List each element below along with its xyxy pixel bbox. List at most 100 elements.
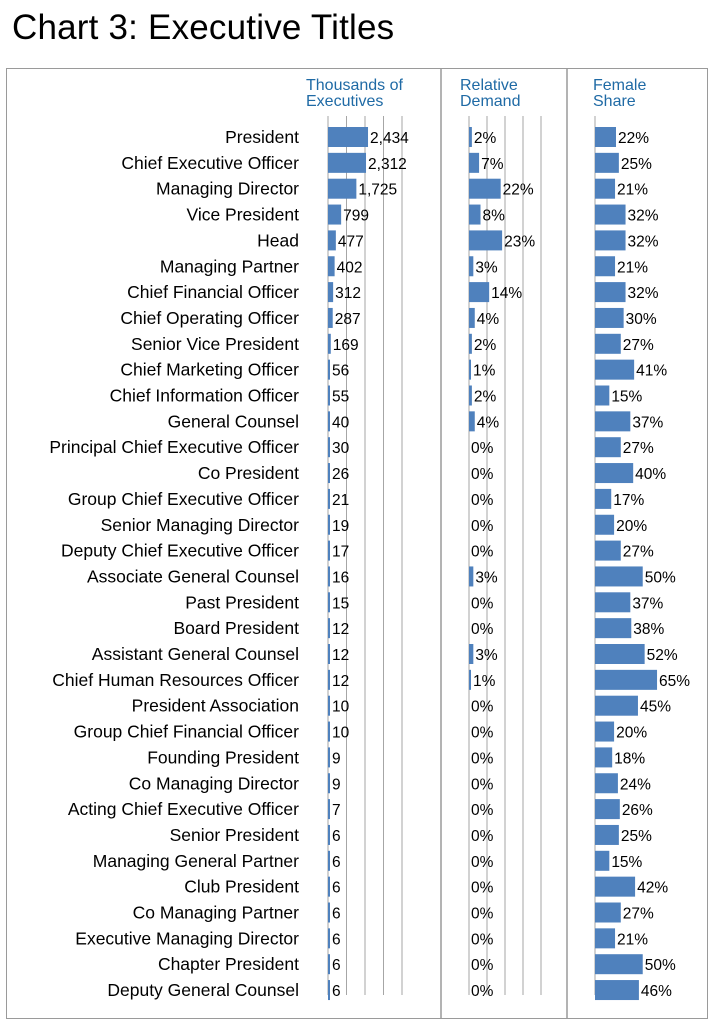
bar-1 [328, 618, 330, 639]
bar-1 [328, 307, 333, 328]
category-label: Group Chief Financial Officer [74, 722, 300, 742]
data-label-2: 0% [471, 828, 494, 845]
data-label-3: 46% [641, 983, 672, 1000]
category-label: President Association [132, 696, 299, 716]
data-label-3: 27% [623, 544, 654, 561]
data-label-1: 56 [332, 363, 349, 380]
bar-1 [328, 359, 330, 380]
data-label-3: 65% [659, 673, 690, 690]
bar-1 [328, 954, 330, 975]
category-label: General Counsel [168, 411, 299, 431]
bar-1 [328, 592, 330, 613]
category-label: Co President [198, 463, 299, 483]
data-label-1: 402 [337, 259, 363, 276]
bar-2 [469, 333, 472, 354]
bar-1 [328, 773, 330, 794]
category-label: Associate General Counsel [87, 566, 299, 586]
bar-1 [328, 566, 330, 587]
data-label-2: 0% [471, 440, 494, 457]
bar-1 [328, 127, 369, 147]
data-label-3: 27% [623, 906, 654, 923]
panel-header-3: Share [593, 93, 636, 110]
data-label-1: 12 [332, 647, 349, 664]
bar-3 [595, 514, 615, 535]
bar-2 [469, 178, 501, 199]
category-label: Chief Executive Officer [121, 153, 299, 173]
data-label-3: 18% [614, 750, 645, 767]
category-label: Managing Director [156, 179, 299, 199]
bar-2 [469, 230, 503, 251]
data-label-2: 0% [471, 621, 494, 638]
data-label-1: 6 [332, 931, 341, 948]
data-label-2: 0% [471, 595, 494, 612]
data-label-2: 1% [473, 363, 496, 380]
data-label-3: 20% [616, 518, 647, 535]
bar-2 [469, 152, 480, 173]
bar-3 [595, 411, 631, 432]
data-label-3: 22% [618, 130, 649, 147]
data-label-3: 37% [632, 414, 663, 431]
bar-2 [469, 282, 490, 303]
data-label-3: 15% [611, 389, 642, 406]
bar-3 [595, 178, 616, 199]
bar-1 [328, 178, 357, 199]
data-label-2: 8% [483, 208, 506, 225]
bar-3 [595, 385, 610, 406]
bar-1 [328, 928, 330, 949]
data-label-3: 50% [645, 569, 676, 586]
category-label: Managing General Partner [93, 851, 299, 871]
bar-3 [595, 127, 616, 147]
data-label-2: 0% [471, 957, 494, 974]
data-label-2: 0% [471, 492, 494, 509]
category-label: Chief Operating Officer [120, 308, 299, 328]
panel-header-2: Relative [460, 77, 518, 94]
bar-3 [595, 566, 643, 587]
bar-1 [328, 411, 330, 432]
bar-1 [328, 333, 331, 354]
bar-3 [595, 876, 636, 897]
bar-1 [328, 256, 335, 277]
chart-title: Chart 3: Executive Titles [12, 8, 395, 47]
bar-3 [595, 359, 635, 380]
bar-1 [328, 385, 330, 406]
data-label-2: 0% [471, 906, 494, 923]
data-label-2: 3% [475, 569, 498, 586]
bar-3 [595, 695, 638, 716]
bar-3 [595, 980, 639, 1001]
bar-1 [328, 695, 330, 716]
data-label-1: 312 [335, 285, 361, 302]
category-label: Senior Vice President [131, 334, 299, 354]
data-label-2: 2% [474, 389, 497, 406]
data-label-3: 50% [645, 957, 676, 974]
data-label-2: 2% [474, 130, 497, 147]
bar-3 [595, 799, 620, 820]
data-label-1: 10 [332, 725, 350, 742]
bar-1 [328, 204, 342, 225]
category-label: Deputy General Counsel [107, 980, 299, 1000]
data-label-1: 6 [332, 957, 341, 974]
data-label-3: 32% [628, 285, 659, 302]
data-label-2: 2% [474, 337, 497, 354]
data-label-1: 17 [332, 544, 349, 561]
bar-1 [328, 902, 330, 923]
data-label-2: 4% [477, 414, 500, 431]
category-label: Board President [174, 618, 300, 638]
bar-3 [595, 307, 624, 328]
data-label-3: 40% [635, 466, 666, 483]
bar-3 [595, 669, 658, 690]
data-label-3: 24% [620, 776, 651, 793]
data-label-2: 0% [471, 518, 494, 535]
bar-1 [328, 850, 330, 871]
category-label: Senior Managing Director [101, 515, 300, 535]
bar-3 [595, 902, 621, 923]
data-label-3: 17% [613, 492, 644, 509]
category-label: Executive Managing Director [75, 928, 299, 948]
bar-3 [595, 437, 621, 458]
category-label: Co Managing Partner [133, 903, 300, 923]
data-label-1: 6 [332, 983, 341, 1000]
data-label-3: 20% [616, 725, 647, 742]
bar-3 [595, 954, 643, 975]
data-label-3: 32% [628, 233, 659, 250]
data-label-3: 38% [633, 621, 664, 638]
